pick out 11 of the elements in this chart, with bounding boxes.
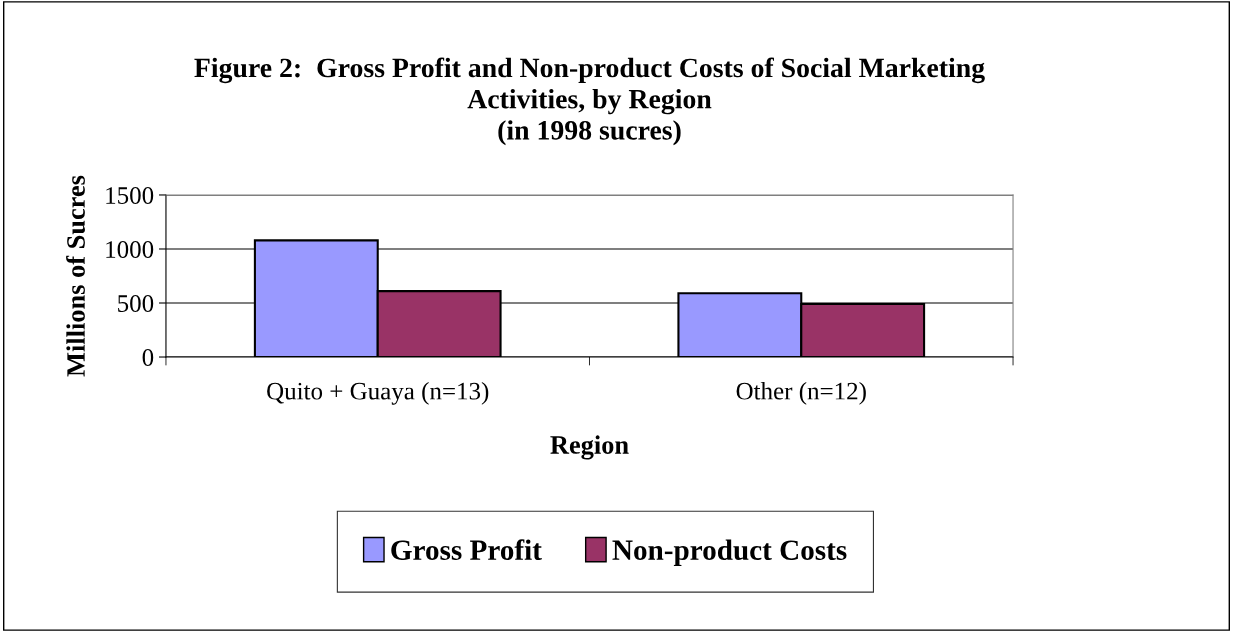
y-axis-title: Millions of Sucres [66,175,85,377]
x-axis-title: Region [550,435,629,460]
y-tick-label: 1000 [106,241,154,258]
x-tick-label: Quito + Guaya (n=13) [267,382,489,405]
legend-label: Gross Profit [391,539,542,560]
y-tick-label: 0 [142,349,154,366]
y-tick-label: 500 [118,295,154,312]
legend-label: Non-product Costs [612,539,847,566]
y-tick-label: 1500 [106,187,154,204]
x-tick-label: Other (n=12) [736,382,866,405]
chart-title: Figure 2: Gross Profit and Non-product Costs of Social Marketing Activities, by Region (in 1998 sucres) [194,57,985,146]
